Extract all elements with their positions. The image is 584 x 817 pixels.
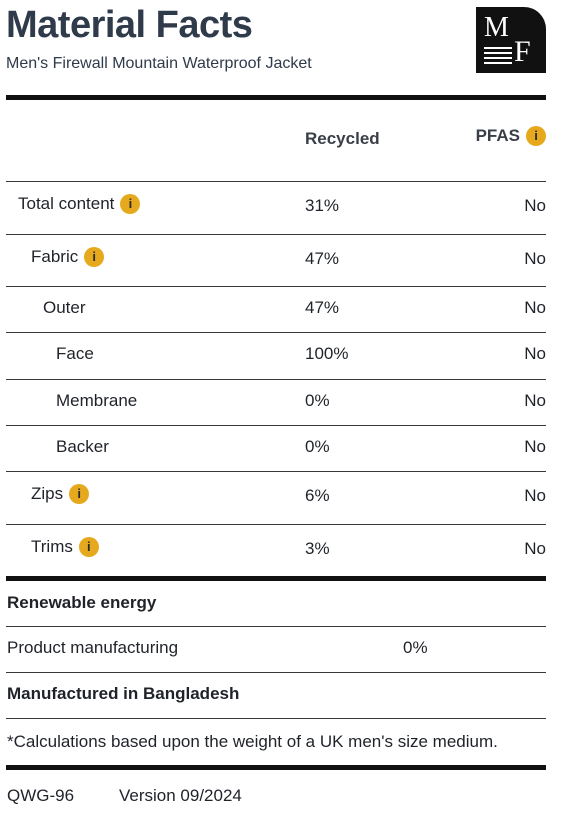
brand-logo: M F: [476, 7, 546, 73]
divider: [6, 286, 546, 287]
recycled-value: 0%: [305, 437, 330, 456]
section-rule: [6, 576, 546, 581]
page-title: Material Facts: [6, 4, 253, 46]
product-name: Men's Firewall Mountain Waterproof Jacke…: [6, 55, 312, 72]
recycled-value: 6%: [305, 486, 330, 505]
row-label: Trims: [31, 537, 73, 556]
divider: [6, 471, 546, 472]
pfas-value: No: [524, 539, 546, 558]
divider: [6, 626, 546, 627]
divider: [6, 718, 546, 719]
recycled-value: 47%: [305, 298, 340, 317]
recycled-value: 0%: [305, 391, 330, 410]
trims-info-icon[interactable]: i: [78, 536, 99, 557]
logo-letter-m: M: [484, 12, 509, 43]
row-label-face: Face: [56, 344, 94, 363]
recycled-value: 47%: [305, 249, 340, 268]
pfas-value: No: [524, 298, 546, 317]
pfas-value: No: [524, 196, 546, 215]
logo-letter-f: F: [514, 35, 531, 68]
pfas-label: PFAS: [475, 126, 520, 145]
logo-lines: [484, 47, 512, 65]
pfas-value: No: [524, 344, 546, 363]
bottom-rule: [6, 765, 546, 770]
divider: [6, 425, 546, 426]
pfas-info-icon[interactable]: i: [526, 125, 546, 146]
top-rule: [6, 95, 546, 100]
energy-value: 0%: [403, 638, 428, 657]
row-label: Total content: [18, 194, 115, 213]
recycled-value: 3%: [305, 539, 330, 558]
row-label-membrane: Membrane: [56, 391, 138, 410]
footnote: *Calculations based upon the weight of a…: [7, 732, 498, 751]
column-header-pfas: PFAS i: [475, 125, 546, 147]
divider: [6, 332, 546, 333]
row-label: Zips: [31, 484, 64, 503]
row-label-backer: Backer: [56, 437, 109, 456]
row-label-total-content: Total content i: [18, 193, 141, 215]
row-label-trims: Trims i: [31, 536, 99, 558]
zips-info-icon[interactable]: i: [69, 483, 90, 504]
divider: [6, 234, 546, 235]
product-code: QWG-96: [7, 786, 75, 805]
recycled-value: 100%: [305, 344, 349, 363]
fabric-info-icon[interactable]: i: [84, 246, 105, 267]
divider: [6, 379, 546, 380]
energy-label: Product manufacturing: [7, 638, 179, 657]
divider: [6, 181, 546, 182]
row-label: Fabric: [31, 247, 79, 266]
pfas-value: No: [524, 249, 546, 268]
origin-heading: Manufactured in Bangladesh: [7, 684, 240, 703]
divider: [6, 524, 546, 525]
divider: [6, 672, 546, 673]
column-header-recycled: Recycled: [305, 129, 380, 148]
pfas-value: No: [524, 486, 546, 505]
total-content-info-icon[interactable]: i: [120, 193, 141, 214]
row-label-outer: Outer: [43, 298, 86, 317]
row-label-zips: Zips i: [31, 483, 90, 505]
version-label: Version 09/2024: [119, 786, 242, 805]
renewable-energy-heading: Renewable energy: [7, 593, 157, 612]
pfas-value: No: [524, 391, 546, 410]
recycled-value: 31%: [305, 196, 340, 215]
pfas-value: No: [524, 437, 546, 456]
row-label-fabric: Fabric i: [31, 246, 105, 268]
